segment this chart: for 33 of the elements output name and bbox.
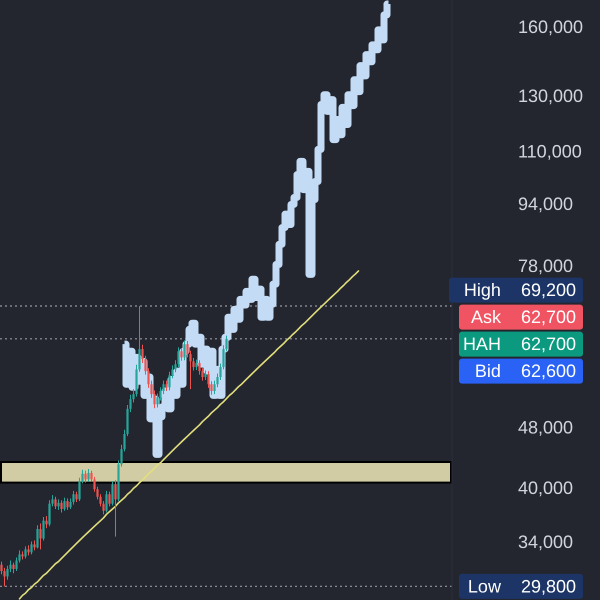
- candlestick: [63, 497, 66, 512]
- ref-line-label: High 69,200: [464, 280, 576, 300]
- candlestick: [57, 498, 60, 510]
- candlestick: [42, 516, 45, 542]
- y-tick-label: 40,000: [518, 478, 574, 498]
- candlestick: [204, 370, 207, 381]
- line-series: [18, 270, 360, 600]
- candlestick: [45, 516, 48, 529]
- candlestick: [195, 359, 198, 370]
- y-tick-label: 160,000: [518, 16, 584, 37]
- candlestick: [183, 340, 186, 361]
- candlestick: [36, 524, 39, 549]
- y-tick-label: 34,000: [518, 532, 574, 552]
- candlestick: [33, 540, 36, 551]
- text: Ask 62,700: [470, 307, 576, 328]
- candlestick: [30, 540, 33, 555]
- text: Bid 62,600: [474, 361, 576, 382]
- candlestick: [24, 546, 27, 559]
- candlestick: [165, 380, 168, 392]
- ref-line-label: Low 29,800: [468, 576, 576, 596]
- candlestick: [114, 480, 117, 538]
- y-tick-label: 130,000: [518, 86, 584, 106]
- y-tick-label: 48,000: [518, 417, 574, 438]
- candlestick: [27, 544, 30, 556]
- candlestick: [39, 522, 42, 550]
- candlestick: [12, 562, 15, 574]
- y-tick-label: 78,000: [518, 256, 574, 276]
- candlestick: [54, 496, 57, 510]
- ref-line-label: HAH 62,700: [462, 334, 576, 354]
- candlestick: [84, 470, 87, 484]
- y-tick-label: 110,000: [518, 142, 582, 162]
- candlestick: [87, 468, 90, 482]
- y-tick-label: 94,000: [518, 194, 574, 214]
